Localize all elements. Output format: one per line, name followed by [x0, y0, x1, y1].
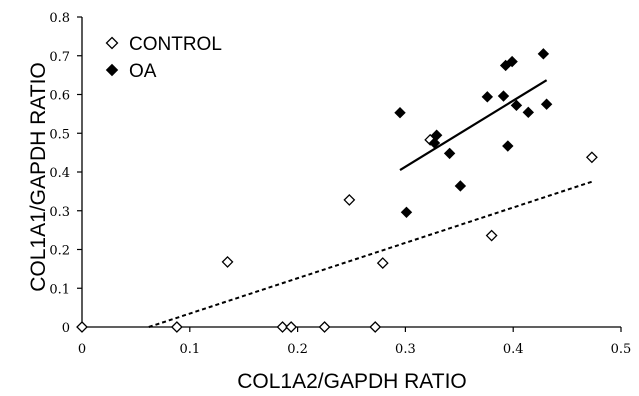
point-control	[285, 321, 298, 333]
legend-marker-oa	[105, 63, 119, 77]
point-oa	[443, 147, 456, 160]
legend-item-control: CONTROL	[105, 34, 222, 55]
x-axis-title: COL1A2/GAPDH RATIO	[237, 370, 467, 393]
point-oa	[506, 55, 518, 68]
y-tick-label: 0.5	[49, 127, 70, 142]
point-oa	[497, 90, 510, 102]
point-oa	[502, 140, 514, 152]
point-oa	[522, 106, 534, 119]
legend-label-oa: OA	[129, 61, 157, 82]
point-oa	[394, 107, 406, 119]
y-tick-label: 0.3	[49, 205, 70, 220]
point-control	[221, 255, 234, 268]
x-tick-label: 0.5	[611, 342, 632, 357]
trendline-control	[148, 180, 593, 328]
y-tick-label: 0.6	[49, 89, 70, 104]
point-oa	[510, 99, 523, 112]
point-control	[485, 229, 498, 242]
point-oa	[400, 206, 413, 219]
y-axis-title: COL1A1/GAPDH RATIO	[27, 62, 50, 292]
y-tick-label: 0.4	[49, 166, 70, 181]
point-oa	[481, 91, 494, 103]
point-control	[276, 321, 289, 333]
point-oa	[537, 48, 550, 60]
x-tick-label: 0.4	[503, 342, 524, 357]
y-tick-label: 0.1	[49, 282, 70, 297]
trendlines	[148, 79, 593, 328]
point-control	[76, 321, 88, 333]
axes	[77, 16, 622, 332]
y-tick-label: 0.8	[49, 11, 70, 26]
y-tick-label: 0.7	[49, 50, 70, 65]
x-tick-label: 0	[78, 342, 86, 357]
x-tick-label: 0.3	[395, 342, 416, 357]
point-oa	[540, 98, 553, 110]
y-tick-label: 0	[62, 321, 70, 336]
point-control	[585, 151, 598, 164]
y-tick-label: 0.2	[49, 244, 70, 259]
legend-label-control: CONTROL	[129, 34, 222, 55]
legend-item-oa: OA	[105, 61, 157, 82]
point-control	[369, 321, 382, 333]
point-control	[318, 321, 331, 333]
data-points	[76, 48, 598, 333]
legend-marker-control	[105, 36, 119, 50]
trendline-oa	[399, 79, 548, 172]
point-control	[376, 257, 389, 269]
point-oa	[454, 180, 467, 192]
point-oa	[430, 129, 443, 141]
x-tick-label: 0.1	[179, 342, 200, 357]
point-control	[170, 321, 183, 333]
legend: CONTROL OA	[105, 34, 222, 82]
x-tick-label: 0.2	[287, 342, 308, 357]
point-control	[343, 193, 356, 206]
tick-labels: 0 0.1 0.2 0.3 0.4 0.5 0 0.1 0.2 0.3 0.4 0.5 0.6 0.7 0.…	[49, 11, 631, 357]
